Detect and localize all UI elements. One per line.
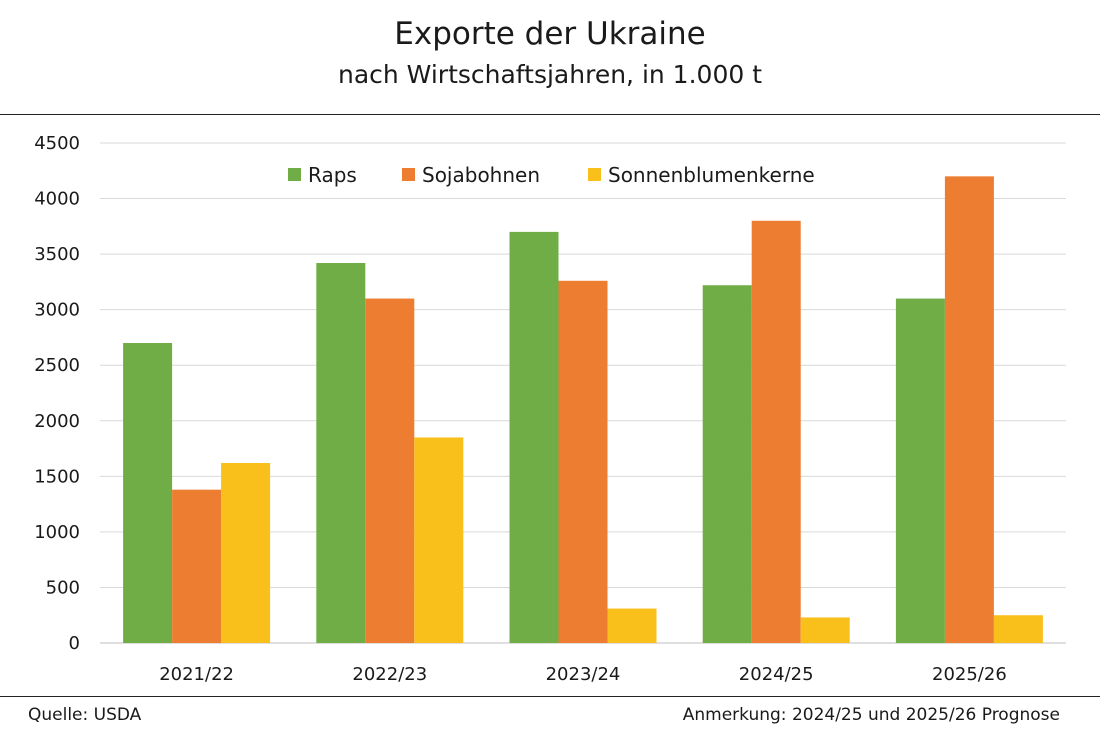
x-tick-label: 2023/24 xyxy=(546,664,621,685)
x-tick-label: 2022/23 xyxy=(352,664,427,685)
y-tick-label: 0 xyxy=(69,633,80,654)
bar-sonnenblumenkerne-2021-22 xyxy=(221,463,271,643)
x-tick-label: 2021/22 xyxy=(159,664,234,685)
y-tick-label: 500 xyxy=(46,577,80,598)
bar-sojabohnen-2023-24 xyxy=(558,280,608,643)
y-tick-label: 3500 xyxy=(34,244,80,265)
x-axis-ticks: 2021/22 2022/23 2023/24 2024/25 2025/26 xyxy=(159,664,1007,685)
source-note: Quelle: USDA xyxy=(28,705,142,725)
bar-sojabohnen-2024-25 xyxy=(751,220,801,643)
y-axis-ticks: 0 500 1000 1500 2000 2500 3000 3500 4000 4500 xyxy=(34,133,80,654)
legend-label: Sonnenblumenkerne xyxy=(608,163,815,187)
chart-title: Exporte der Ukraine xyxy=(394,16,706,52)
legend-label: Sojabohnen xyxy=(422,163,540,187)
x-tick-label: 2025/26 xyxy=(932,664,1007,685)
y-tick-label: 2500 xyxy=(34,355,80,376)
bar-sojabohnen-2025-26 xyxy=(944,176,994,644)
bar-raps-2025-26 xyxy=(895,298,945,643)
chart-subtitle: nach Wirtschaftsjahren, in 1.000 t xyxy=(337,60,763,89)
bottom-divider xyxy=(0,696,1100,697)
bar-sonnenblumenkerne-2025-26 xyxy=(993,615,1043,643)
legend-swatch xyxy=(402,168,415,181)
forecast-note: Anmerkung: 2024/25 und 2025/26 Prognose xyxy=(682,705,1060,725)
y-tick-label: 2000 xyxy=(34,411,80,432)
bar-raps-2023-24 xyxy=(509,231,559,643)
bar-raps-2021-22 xyxy=(123,343,173,643)
legend: Raps Sojabohnen Sonnenblumenkerne xyxy=(288,163,815,187)
y-tick-label: 1000 xyxy=(34,522,80,543)
legend-swatch xyxy=(588,168,601,181)
bar-sojabohnen-2022-23 xyxy=(365,298,415,643)
legend-label: Raps xyxy=(308,163,357,187)
y-tick-label: 1500 xyxy=(34,466,80,487)
bar-raps-2022-23 xyxy=(316,263,366,643)
bar-sonnenblumenkerne-2022-23 xyxy=(414,437,464,643)
y-tick-label: 4500 xyxy=(34,133,80,154)
bar-sojabohnen-2021-22 xyxy=(172,489,222,643)
y-tick-label: 4000 xyxy=(34,189,80,210)
bars xyxy=(123,176,1043,644)
bar-sonnenblumenkerne-2024-25 xyxy=(800,617,850,643)
top-divider xyxy=(0,114,1100,115)
x-tick-label: 2024/25 xyxy=(739,664,814,685)
bar-sonnenblumenkerne-2023-24 xyxy=(607,608,657,643)
bar-raps-2024-25 xyxy=(702,285,752,643)
y-tick-label: 3000 xyxy=(34,300,80,321)
legend-swatch xyxy=(288,168,301,181)
